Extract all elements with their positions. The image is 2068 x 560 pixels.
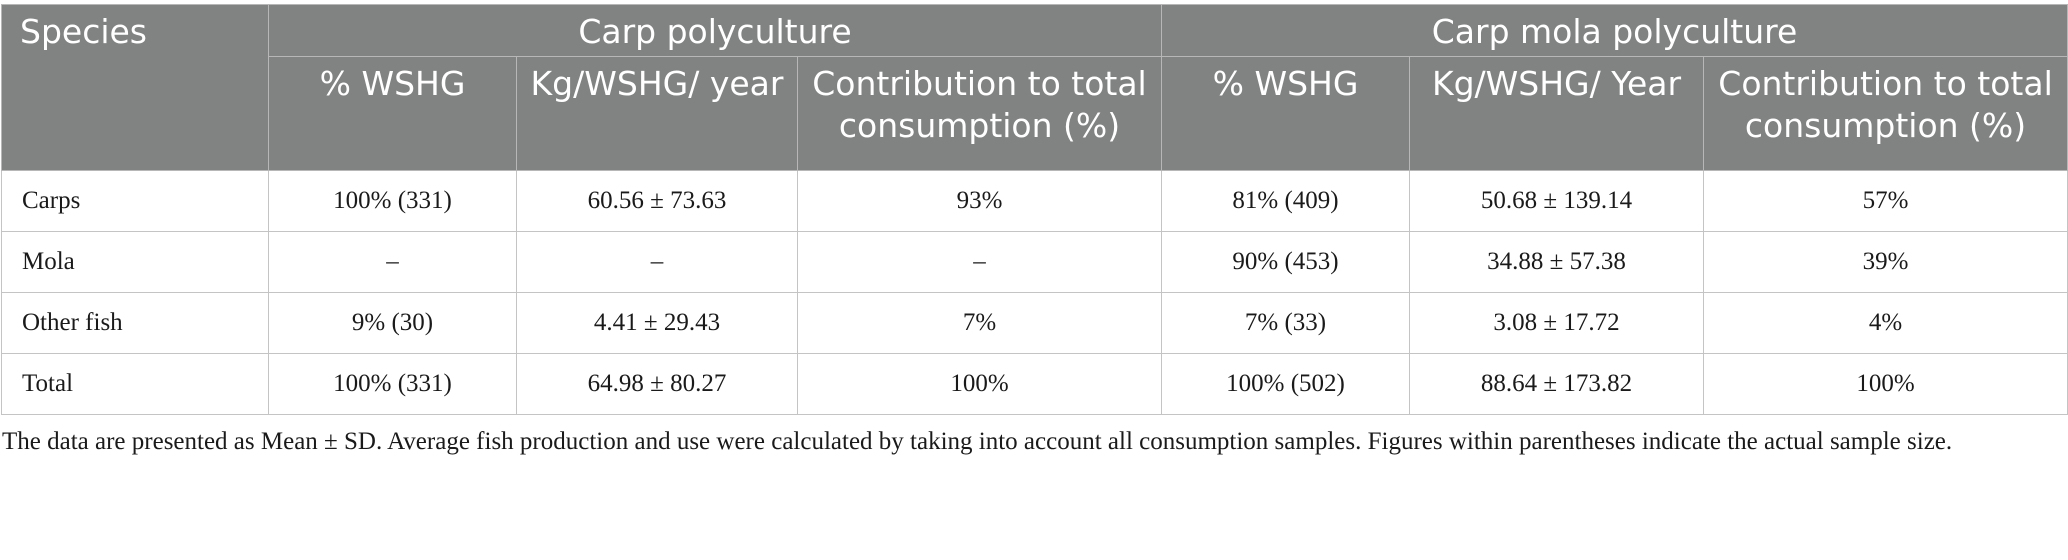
table-cell: 7% (33) [1161, 292, 1411, 354]
row-label: Mola [1, 231, 269, 293]
table-cell: 50.68 ± 139.14 [1409, 170, 1705, 232]
header-group-carp-polyculture: Carp polyculture [267, 4, 1163, 57]
table-cell: 100% [796, 353, 1163, 415]
header-col-kg-wshg-year: Kg/WSHG/ Year [1409, 56, 1705, 171]
table-cell: 34.88 ± 57.38 [1409, 231, 1705, 293]
header-col-contribution: Contribution to total consumption (%) [796, 56, 1163, 171]
table-cell: 7% [796, 292, 1163, 354]
row-label: Total [1, 353, 269, 415]
table-cell: 4.41 ± 29.43 [516, 292, 798, 354]
table-footnote: The data are presented as Mean ± SD. Ave… [2, 428, 1953, 455]
table-cell: – [796, 231, 1163, 293]
table-cell: 88.64 ± 173.82 [1409, 353, 1705, 415]
header-col-wshg: % WSHG [1161, 56, 1411, 171]
table-cell: 100% (331) [268, 170, 517, 232]
table-cell: 100% (502) [1161, 353, 1411, 415]
table-cell: 100% [1703, 353, 2068, 415]
table-cell: 90% (453) [1161, 231, 1411, 293]
data-table: Species Carp polyculture Carp mola polyc… [1, 4, 2068, 415]
header-col-contribution: Contribution to total consumption (%) [1703, 56, 2068, 171]
header-col-wshg: % WSHG [268, 56, 517, 171]
table-cell: 93% [796, 170, 1163, 232]
table-cell: 9% (30) [268, 292, 517, 354]
row-label: Carps [1, 170, 269, 232]
header-row-groups: Species Carp polyculture Carp mola polyc… [1, 4, 2068, 171]
table-cell: 3.08 ± 17.72 [1409, 292, 1705, 354]
header-col-kg-wshg-year: Kg/WSHG/ year [516, 56, 798, 171]
table-row: Mola – – – 90% (453) 34.88 ± 57.38 39% [1, 231, 2068, 293]
header-row-columns: % WSHG Kg/WSHG/ year Contribution to tot… [2, 56, 2068, 171]
table-cell: – [268, 231, 517, 293]
table-row: Carps 100% (331) 60.56 ± 73.63 93% 81% (… [1, 170, 2068, 232]
table-cell: 4% [1703, 292, 2068, 354]
header-group-carp-mola-polyculture: Carp mola polyculture [1161, 4, 2068, 57]
table-row: Other fish 9% (30) 4.41 ± 29.43 7% 7% (3… [1, 292, 2068, 354]
table-cell: 57% [1703, 170, 2068, 232]
table-cell: 100% (331) [268, 353, 517, 415]
table-cell: – [516, 231, 798, 293]
table-container: Species Carp polyculture Carp mola polyc… [0, 4, 2068, 458]
table-cell: 39% [1703, 231, 2068, 293]
table-row: Total 100% (331) 64.98 ± 80.27 100% 100%… [1, 353, 2068, 415]
header-species: Species [1, 4, 269, 171]
table-cell: 64.98 ± 80.27 [516, 353, 798, 415]
row-label: Other fish [1, 292, 269, 354]
table-cell: 60.56 ± 73.63 [516, 170, 798, 232]
table-cell: 81% (409) [1161, 170, 1411, 232]
